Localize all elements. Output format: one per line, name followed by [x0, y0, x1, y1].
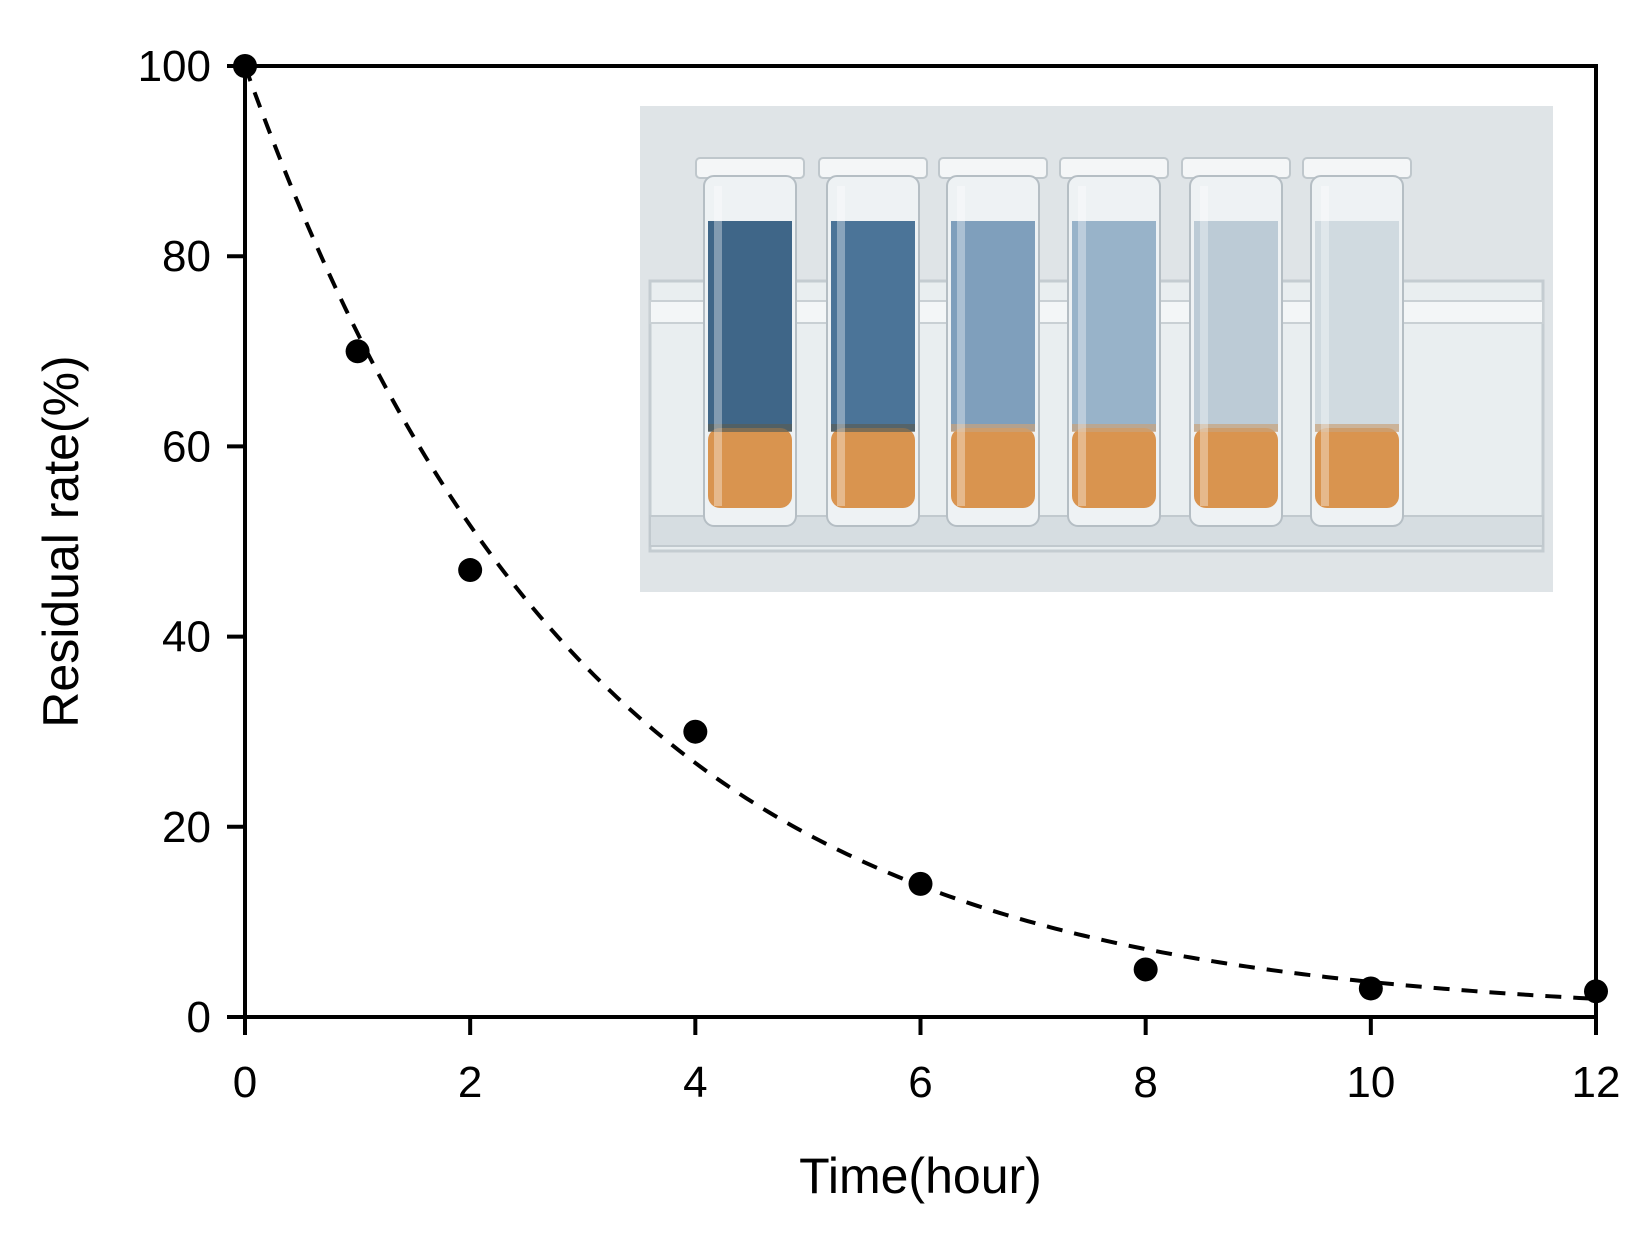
data-series	[233, 54, 1608, 1004]
tube-liquid	[1315, 221, 1399, 431]
data-point	[1358, 976, 1383, 1001]
x-tick-label: 2	[458, 1058, 482, 1107]
y-tick-label: 40	[162, 613, 211, 662]
data-point	[908, 871, 933, 896]
tube-sediment	[831, 428, 915, 508]
y-tick-label: 20	[162, 803, 211, 852]
y-axis-title: Residual rate(%)	[33, 355, 89, 727]
test-tube	[1302, 157, 1412, 527]
tube-sediment	[1194, 428, 1278, 508]
data-point	[458, 558, 483, 583]
test-tube	[695, 157, 805, 527]
tube-liquid	[951, 221, 1035, 431]
tube-liquid	[708, 221, 792, 431]
test-tube	[818, 157, 928, 527]
tube-liquid	[831, 221, 915, 431]
x-tick-label: 0	[233, 1058, 257, 1107]
y-tick-label: 0	[187, 993, 211, 1042]
x-tick-label: 10	[1346, 1058, 1395, 1107]
x-tick-label: 12	[1572, 1058, 1621, 1107]
test-tube	[938, 157, 1048, 527]
data-point	[1584, 979, 1608, 1004]
data-point	[1133, 957, 1158, 982]
tube-liquid	[1072, 221, 1156, 431]
data-point	[233, 54, 257, 78]
data-point	[345, 339, 370, 364]
y-tick-label: 100	[138, 42, 211, 91]
tube-liquid	[1194, 221, 1278, 431]
y-tick-label: 60	[162, 422, 211, 471]
x-tick-label: 8	[1133, 1058, 1157, 1107]
x-axis: 0 2 4 6 8 10 12	[233, 1017, 1621, 1107]
data-point	[683, 719, 708, 744]
x-axis-title: Time(hour)	[799, 1148, 1042, 1204]
tube-sediment	[1315, 428, 1399, 508]
inset-photo	[640, 106, 1553, 592]
tube-sediment	[1072, 428, 1156, 508]
tube-sediment	[951, 428, 1035, 508]
y-tick-label: 80	[162, 232, 211, 281]
x-tick-label: 6	[908, 1058, 932, 1107]
tube-sediment	[708, 428, 792, 508]
test-tube	[1181, 157, 1291, 527]
x-tick-label: 4	[683, 1058, 707, 1107]
test-tube	[1059, 157, 1169, 527]
y-axis: 0 20 40 60 80 100	[138, 42, 245, 1042]
